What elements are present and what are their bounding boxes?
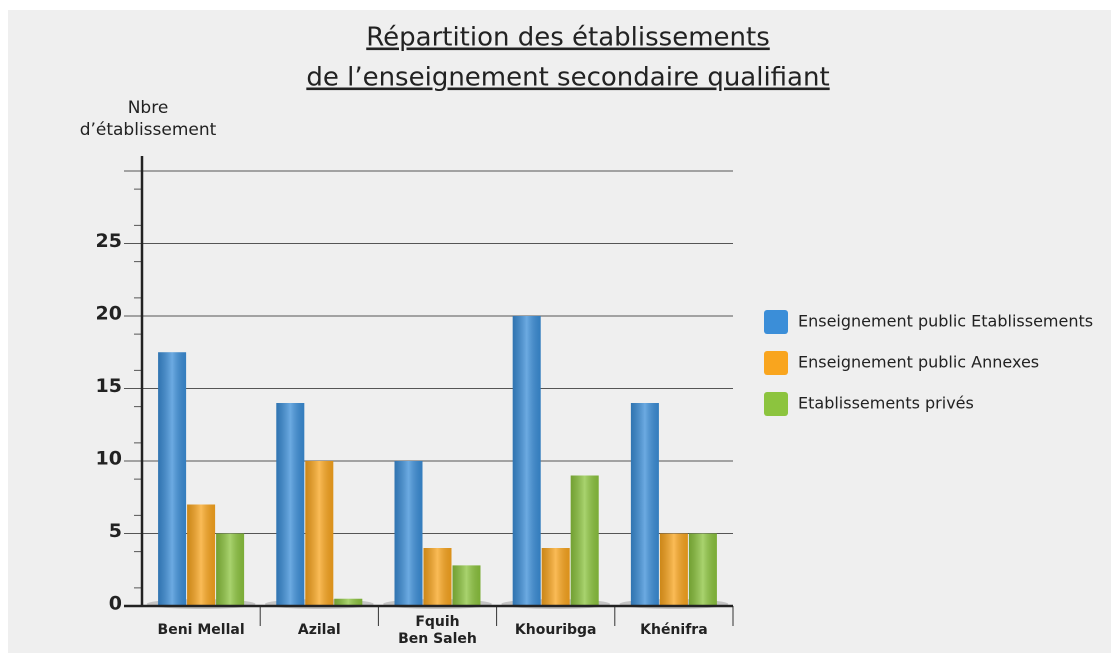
bar-shading (512, 316, 541, 606)
y-tick-label: 15 (96, 375, 122, 397)
legend-swatch (764, 310, 788, 334)
y-tick-label: 0 (109, 593, 122, 615)
bar-shading (187, 504, 216, 606)
x-tick-label: Fquih Ben Saleh (398, 614, 477, 647)
y-axis-label: d’établissement (80, 120, 217, 140)
bar-shading (541, 548, 570, 606)
legend-label: Enseignement public Annexes (798, 353, 1039, 372)
chart-title: de l’enseignement secondaire qualifiant (306, 63, 829, 93)
bar-shading (276, 403, 305, 606)
bar-shading (394, 461, 423, 606)
x-tick-label: Beni Mellal (158, 622, 245, 638)
y-tick-label: 20 (96, 303, 122, 325)
bar-shading (305, 461, 334, 606)
legend-swatch (764, 392, 788, 416)
legend-swatch (764, 351, 788, 375)
y-tick-label: 5 (109, 520, 122, 542)
x-tick-label: Khouribga (515, 622, 597, 638)
y-axis-label: Nbre (128, 98, 169, 118)
y-tick-label: 25 (96, 230, 122, 252)
bar-shading (688, 533, 717, 606)
x-tick-label: Khénifra (640, 622, 708, 638)
bar-shading (452, 565, 481, 606)
bar-shading (216, 533, 245, 606)
y-tick-label: 10 (96, 448, 122, 470)
bar-shading (570, 475, 599, 606)
bar-shading (630, 403, 659, 606)
bar-shading (659, 533, 688, 606)
legend-label: Etablissements privés (798, 394, 974, 413)
bar-shading (158, 352, 187, 606)
bar-shading (423, 548, 452, 606)
chart-title: Répartition des établissements (366, 23, 770, 53)
x-tick-label: Azilal (298, 622, 341, 638)
bar-shading (334, 598, 363, 606)
legend-label: Enseignement public Etablissements (798, 312, 1093, 331)
